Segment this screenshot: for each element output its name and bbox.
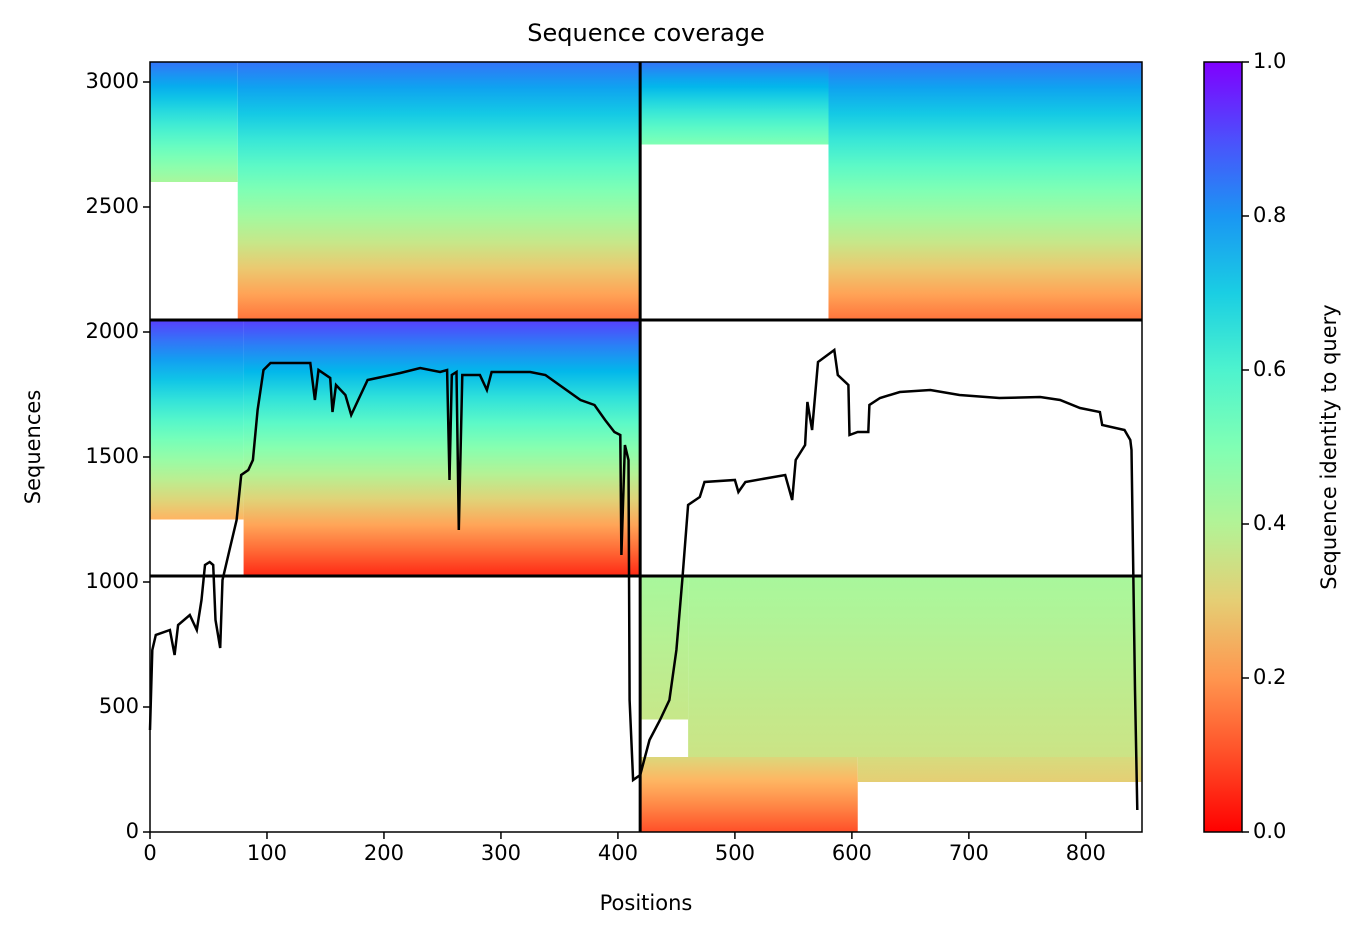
coverage-block — [243, 320, 641, 576]
y-tick-label: 2000 — [86, 319, 139, 343]
y-tick-label: 0 — [126, 819, 139, 843]
y-tick-label: 2500 — [86, 194, 139, 218]
colorbar-tick-label: 0.2 — [1253, 665, 1286, 689]
coverage-block — [150, 62, 238, 182]
colorbar-tick-label: 0.6 — [1253, 357, 1286, 381]
coverage-block — [828, 62, 1142, 320]
y-tick-label: 500 — [99, 694, 139, 718]
colorbar-tick-label: 0.8 — [1253, 203, 1286, 227]
y-tick-label: 1500 — [86, 444, 139, 468]
coverage-line — [148, 347, 1139, 811]
coverage-block — [857, 757, 1142, 782]
x-tick-label: 500 — [715, 841, 755, 865]
x-tick-label: 600 — [832, 841, 872, 865]
colorbar-tick-label: 0.0 — [1253, 819, 1286, 843]
chart-title: Sequence coverage — [527, 19, 764, 47]
coverage-block — [688, 576, 1142, 757]
x-tick-label: 300 — [481, 841, 521, 865]
colorbar-tick-label: 0.4 — [1253, 511, 1286, 535]
y-tick-label: 1000 — [86, 569, 139, 593]
plot-frame — [149, 61, 1143, 833]
x-tick-label: 700 — [949, 841, 989, 865]
x-tick-label: 0 — [143, 841, 156, 865]
x-tick-label: 100 — [247, 841, 287, 865]
y-tick-label: 3000 — [86, 69, 139, 93]
x-tick-label: 200 — [364, 841, 404, 865]
x-tick-label: 400 — [598, 841, 638, 865]
coverage-block — [640, 62, 829, 145]
y-axis-label: Sequences — [21, 390, 45, 505]
colorbar-tick-label: 1.0 — [1253, 49, 1286, 73]
coverage-block — [150, 320, 244, 520]
colorbar — [1203, 61, 1243, 833]
coverage-block — [640, 757, 858, 832]
x-axis-label: Positions — [600, 891, 693, 915]
colorbar-label: Sequence identity to query — [1317, 304, 1341, 589]
x-tick-label: 800 — [1066, 841, 1106, 865]
coverage-block — [237, 62, 641, 320]
